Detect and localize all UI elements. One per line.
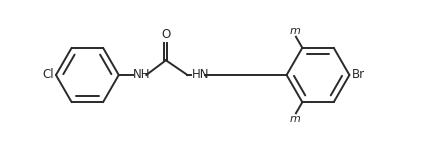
Text: NH: NH — [133, 69, 150, 81]
Text: Cl: Cl — [42, 69, 54, 81]
Text: Br: Br — [351, 69, 365, 81]
Text: m: m — [289, 26, 300, 36]
Text: HN: HN — [191, 69, 209, 81]
Text: O: O — [161, 28, 170, 41]
Text: m: m — [289, 114, 300, 124]
